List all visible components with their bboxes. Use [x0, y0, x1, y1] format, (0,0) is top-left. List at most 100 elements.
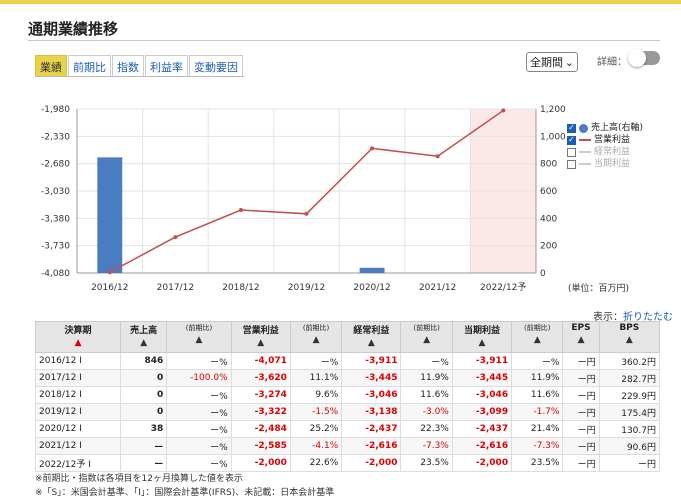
column-header-label: EPS: [571, 323, 591, 333]
table-cell: -2,000: [451, 454, 513, 472]
x-tick-label: 2019/12: [288, 283, 325, 293]
table-cell: -2,437: [451, 420, 513, 438]
sort-arrow-icon[interactable]: ▲: [312, 335, 320, 345]
period-select[interactable]: 全期間 ⌄: [526, 52, 578, 72]
table-row: 2021/12 I ーー% -2,585 -4.1% -2,616 -7.3% -2,616…: [34, 437, 661, 455]
display-toggle-prefix: 表示：: [593, 312, 623, 323]
table-body: 2016/12 I 846 ー% -4,071 ー% -3,911 ー% -3,911 ー% ー円…: [34, 352, 661, 472]
table-cell: -3,099: [451, 403, 513, 421]
table-header-row: 決算期 ▲ 売上高 ▲ (前期比) ▲ 営業利益 ▲ (前期比) ▲ 経常利益 ▲ (前期比) ▲ 当期利益…: [34, 321, 661, 353]
legend-label: 当期利益: [594, 158, 631, 169]
column-header[interactable]: (前期比) ▲: [289, 321, 343, 353]
tab-margin[interactable]: 利益率: [145, 55, 188, 76]
column-header[interactable]: BPS ▲: [598, 321, 661, 353]
column-header-label: (前期比): [302, 324, 330, 332]
tab-yoy[interactable]: 前期比: [68, 55, 111, 76]
table-cell: -3,911: [451, 352, 513, 370]
table-cell: ー円: [562, 352, 600, 370]
column-header[interactable]: EPS ▲: [562, 321, 600, 353]
right-tick-label: 0: [540, 269, 546, 279]
legend-item-sales[interactable]: ✓ 売上高(右軸): [567, 122, 643, 134]
table-cell: -3,274: [230, 386, 291, 404]
collapse-link[interactable]: 折りたたむ: [623, 312, 673, 323]
table-cell: -2,585: [230, 437, 291, 455]
legend-item-operating[interactable]: ✓ 営業利益: [567, 134, 643, 146]
table-row: 2016/12 I 846 ー% -4,071 ー% -3,911 ー% -3,911 ー% ー円…: [34, 352, 661, 370]
table-cell: ー円: [562, 454, 600, 472]
sort-arrow-icon[interactable]: ▲: [140, 338, 148, 348]
table-cell: -3,620: [230, 369, 291, 387]
table-cell: ー%: [400, 352, 453, 370]
table-cell: ー%: [166, 454, 232, 472]
table-cell: -7.3%: [400, 437, 453, 455]
column-header[interactable]: 営業利益 ▲: [230, 321, 291, 353]
sort-arrow-icon[interactable]: ▲: [533, 335, 541, 345]
checkbox-icon[interactable]: ✓: [567, 135, 576, 145]
footnote-2: ※「S」：米国会計基準、「I」：国際会計基準(IFRS)、未記載：日本会計基準: [35, 488, 335, 498]
legend-item-ordinary[interactable]: 経常利益: [567, 146, 643, 158]
table-cell: -1.7%: [511, 403, 564, 421]
column-header[interactable]: 当期利益 ▲: [451, 321, 513, 353]
table-cell: -3,445: [451, 369, 513, 387]
left-tick-label: -2,330: [41, 132, 70, 142]
sort-arrow-icon[interactable]: ▲: [625, 335, 633, 345]
tab-results[interactable]: 業績: [35, 55, 67, 76]
x-tick-label: 2022/12予: [480, 282, 526, 293]
column-header[interactable]: 売上高 ▲: [120, 321, 168, 353]
fiscal-period-cell: 2019/12 I: [34, 403, 122, 421]
tab-index[interactable]: 指数: [112, 55, 144, 76]
table-cell: 175.4円: [598, 403, 661, 421]
column-header-label: (前期比): [413, 324, 440, 332]
x-tick-label: 2020/12: [353, 283, 390, 293]
period-select-value: 全期間: [530, 56, 563, 69]
toggle-knob: [628, 49, 646, 67]
table-cell: 38: [120, 420, 168, 438]
table-cell: ー円: [562, 386, 600, 404]
sort-arrow-icon[interactable]: ▲: [74, 338, 82, 348]
sort-arrow-icon[interactable]: ▲: [478, 338, 486, 348]
table-cell: 229.9円: [598, 386, 661, 404]
unit-note: (単位：百万円): [568, 284, 630, 294]
table-cell: -2,000: [230, 454, 291, 472]
table-row: 2020/12 I 38 ー% -2,484 25.2% -2,437 22.3% -2,43…: [34, 420, 661, 438]
page-title: 通期業績推移: [28, 20, 119, 38]
column-header[interactable]: 経常利益 ▲: [341, 321, 402, 353]
column-header-label: (前期比): [185, 324, 213, 332]
sort-arrow-icon[interactable]: ▲: [423, 335, 431, 345]
table-row: 2022/12予 I ーー% -2,000 22.6% -2,000 23.5% -2,00…: [34, 454, 661, 472]
line-marker-icon: [579, 163, 591, 165]
legend-item-net[interactable]: 当期利益: [567, 158, 643, 170]
sort-arrow-icon[interactable]: ▲: [257, 338, 265, 348]
table-cell: 130.7円: [598, 420, 661, 438]
checkbox-icon[interactable]: [567, 159, 576, 169]
fiscal-period-cell: 2017/12 I: [34, 369, 122, 387]
display-toggle: 表示：折りたたむ: [593, 308, 673, 323]
legend-label: 経常利益: [594, 146, 631, 157]
detail-toggle[interactable]: [628, 49, 660, 67]
table-cell: -4.1%: [289, 437, 343, 455]
sort-arrow-icon[interactable]: ▲: [367, 338, 375, 348]
table-cell: 90.6円: [598, 437, 661, 455]
column-header[interactable]: (前期比) ▲: [166, 321, 232, 353]
sort-arrow-icon[interactable]: ▲: [195, 335, 203, 345]
left-tick-label: -1,980: [41, 105, 70, 115]
checkbox-icon[interactable]: ✓: [567, 123, 576, 133]
checkbox-icon[interactable]: [567, 147, 576, 157]
tab-factors[interactable]: 変動要因: [189, 55, 243, 76]
table-cell: ー%: [166, 437, 232, 455]
table-cell: 0: [120, 369, 168, 387]
column-header[interactable]: (前期比) ▲: [511, 321, 564, 353]
fiscal-period-cell: 2021/12 I: [34, 437, 122, 455]
sort-arrow-icon[interactable]: ▲: [577, 335, 585, 345]
table-cell: 23.5%: [511, 454, 564, 472]
detail-label: 詳細：: [597, 57, 627, 68]
line-marker-icon: [579, 139, 591, 141]
column-header[interactable]: (前期比) ▲: [400, 321, 453, 353]
operating-profit-point: [501, 108, 506, 113]
column-header[interactable]: 決算期 ▲: [34, 321, 122, 353]
x-tick-label: 2018/12: [222, 283, 259, 293]
column-header-label: 売上高: [130, 326, 158, 336]
table-cell: -7.3%: [511, 437, 564, 455]
fiscal-period-cell: 2016/12 I: [34, 352, 122, 370]
legend-label: 営業利益: [594, 134, 631, 145]
